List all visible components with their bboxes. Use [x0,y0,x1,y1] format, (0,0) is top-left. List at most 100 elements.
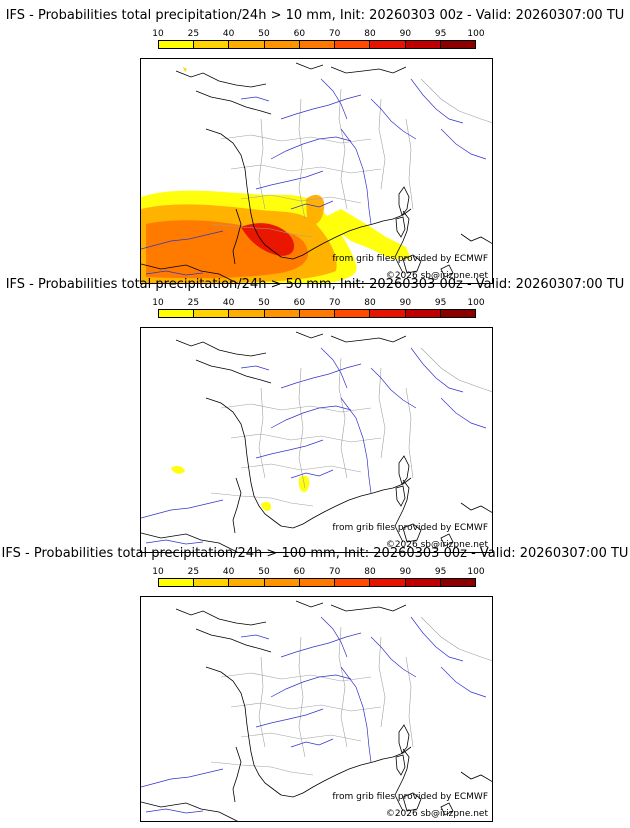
colorbar-segment [194,310,230,317]
colorbar-tick-label: 80 [364,298,376,308]
river [280,363,362,389]
colorbar-tick-label: 40 [222,298,235,308]
river [290,738,334,748]
coastline [440,533,454,547]
colorbar-segment [264,41,300,48]
colorbar-segment [335,579,371,586]
admin-border [240,194,362,204]
admin-border [298,98,306,220]
admin-border [220,403,372,413]
admin-border [420,78,492,123]
colorbar: 10 25 40 50 60 70 80 90 95 100 [152,29,485,49]
river [255,170,324,190]
colorbar-tick-label: 10 [152,29,164,39]
coastline [398,724,410,754]
colorbar-tick-label: 90 [399,298,412,308]
colorbar-segment [229,579,265,586]
precip-area [261,501,272,512]
grib-credit: from grib files provided by ECMWF [332,254,488,264]
coastline [330,66,407,74]
map-10mm: from grib files provided by ECMWF ©2026 … [140,58,493,284]
coastline [460,233,492,244]
colorbar-segment [299,579,336,586]
coastline [372,746,412,763]
coastline [295,331,324,339]
panel-10mm: IFS - Probabilities total precipitation/… [0,8,630,284]
coastline [394,210,410,274]
coastline [372,208,412,225]
colorbar-segment [440,41,475,48]
colorbar-tick-label: 25 [187,567,200,577]
colorbar-segment [440,310,475,317]
precip-area [171,465,185,474]
grib-credit: from grib files provided by ECMWF [332,523,488,533]
coastline [205,666,282,796]
river [370,367,417,409]
coastline [398,455,410,485]
river [320,78,348,120]
precip-area [183,67,187,72]
colorbar-segment [159,41,195,48]
river [240,365,270,371]
colorbar-tick-label: 70 [328,567,341,577]
colorbar-strip [158,309,476,318]
admin-border [338,626,348,748]
colorbar-segment [405,310,441,317]
coastline [330,335,407,343]
coastline [195,628,272,653]
admin-border [230,433,382,443]
colorbar-segment [229,41,265,48]
coastline [330,604,407,612]
admin-border [420,616,492,661]
colorbar-labels: 10 25 40 50 60 70 80 90 95 100 [152,29,484,39]
river [240,634,270,640]
admin-border [298,636,306,758]
river [440,397,487,429]
map-100mm: from grib files provided by ECMWF ©2026 … [140,596,493,822]
admin-border [210,761,314,776]
colorbar-tick-label: 60 [293,29,306,39]
river [410,616,464,662]
colorbar-tick-label: 95 [434,29,447,39]
coastline [402,254,422,274]
coastline [195,90,272,115]
colorbar-segment [299,41,336,48]
colorbar-tick-label: 10 [152,298,164,308]
panel-title: IFS - Probabilities total precipitation/… [5,8,625,23]
admin-border [258,656,266,748]
coastline [440,264,454,278]
colorbar-segment [264,579,300,586]
colorbar-tick-label: 40 [222,567,235,577]
river [410,347,464,393]
coastline [175,339,267,357]
colorbar-tick-label: 70 [328,298,341,308]
colorbar-labels: 10 25 40 50 60 70 80 90 95 100 [152,298,484,308]
colorbar-tick-label: 95 [434,567,447,577]
map-canvas [141,62,492,283]
river [141,230,224,250]
coastline [232,208,242,265]
colorbar-segment [299,310,336,317]
admin-border [298,367,306,489]
coastline [205,397,282,527]
copyright-credit: ©2026 sb@irizpne.net [385,809,488,819]
admin-border [258,118,266,210]
admin-border [220,134,372,144]
colorbar-tick-label: 60 [293,298,306,308]
coastline [280,223,374,260]
coastline [295,600,324,608]
coastline [175,608,267,626]
river [290,469,334,479]
colorbar: 10 25 40 50 60 70 80 90 95 100 [152,298,485,318]
admin-border [230,702,382,712]
admin-border [420,347,492,392]
river [270,674,352,698]
coastline [141,801,238,821]
river [340,666,372,763]
copyright-credit: ©2026 sb@irizpne.net [385,271,488,281]
coastline [232,746,242,803]
river [240,96,270,102]
colorbar-segment [159,579,195,586]
colorbar-segment [370,41,406,48]
river [340,397,372,494]
